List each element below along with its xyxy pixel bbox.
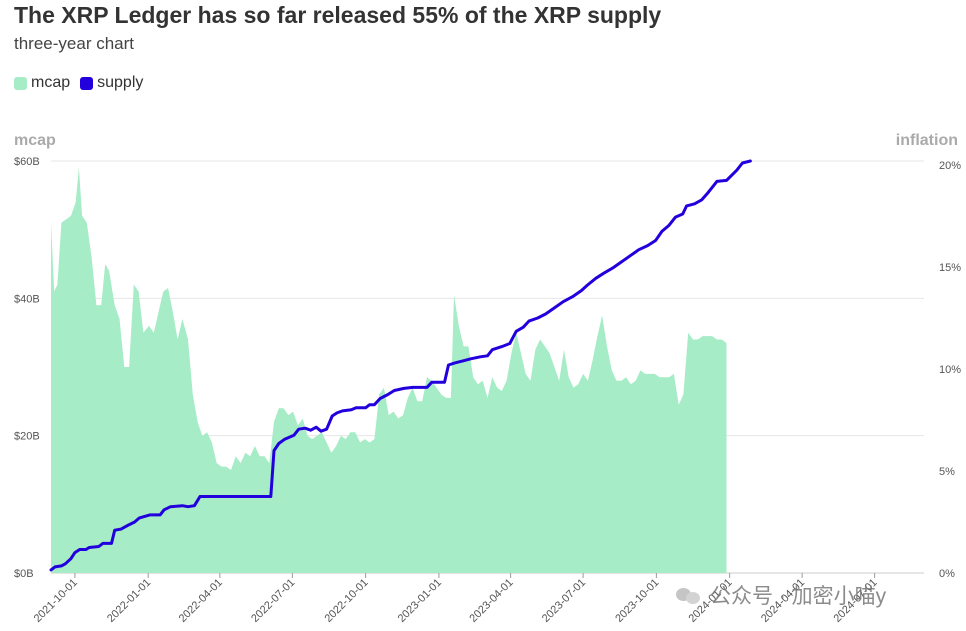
legend-item-supply[interactable]: supply bbox=[80, 74, 143, 92]
chart-title: The XRP Ledger has so far released 55% o… bbox=[14, 2, 662, 28]
x-tick-label: 2021-10-01 bbox=[32, 577, 80, 625]
chart-subtitle: three-year chart bbox=[14, 34, 134, 53]
legend-swatch-mcap bbox=[14, 76, 27, 90]
y-left-axis-title: mcap bbox=[14, 132, 56, 149]
legend-swatch-supply bbox=[80, 76, 94, 90]
mcap-area bbox=[51, 167, 727, 573]
x-tick-label: 2022-01-01 bbox=[105, 577, 153, 625]
y-left-tick-label: $0B bbox=[14, 568, 34, 580]
x-tick-label: 2022-10-01 bbox=[322, 577, 370, 625]
watermark: 公众号 · 加密小喵y bbox=[676, 580, 886, 610]
y-left-tick-label: $60B bbox=[14, 156, 40, 168]
legend: mcap supply bbox=[14, 74, 143, 92]
wechat-icon bbox=[676, 584, 702, 606]
y-right-axis-title: inflation bbox=[896, 132, 958, 149]
y-right-tick-label: 5% bbox=[939, 466, 955, 478]
legend-item-mcap[interactable]: mcap bbox=[14, 74, 70, 92]
legend-label-supply: supply bbox=[97, 74, 144, 91]
x-tick-label: 2023-10-01 bbox=[613, 577, 661, 625]
y-right-tick-label: 15% bbox=[939, 262, 961, 274]
y-left-ticks: $0B $20B $40B $60B bbox=[14, 156, 40, 580]
y-right-ticks: 0% 5% 10% 15% 20% bbox=[939, 160, 961, 580]
y-right-tick-label: 10% bbox=[939, 364, 961, 376]
supply-line bbox=[49, 159, 752, 572]
y-left-tick-label: $20B bbox=[14, 431, 40, 443]
legend-label-mcap: mcap bbox=[31, 74, 71, 91]
watermark-text: 公众号 · 加密小喵y bbox=[710, 585, 887, 608]
supply-series bbox=[49, 159, 752, 572]
mcap-series bbox=[51, 167, 727, 573]
x-tick-label: 2023-04-01 bbox=[467, 577, 515, 625]
y-right-tick-label: 20% bbox=[939, 160, 961, 172]
x-tick-label: 2022-04-01 bbox=[177, 577, 225, 625]
x-tick-label: 2023-07-01 bbox=[540, 577, 588, 625]
y-left-tick-label: $40B bbox=[14, 293, 40, 305]
y-right-tick-label: 0% bbox=[939, 568, 955, 580]
x-tick-label: 2022-07-01 bbox=[249, 577, 297, 625]
x-tick-label: 2023-01-01 bbox=[396, 577, 444, 625]
